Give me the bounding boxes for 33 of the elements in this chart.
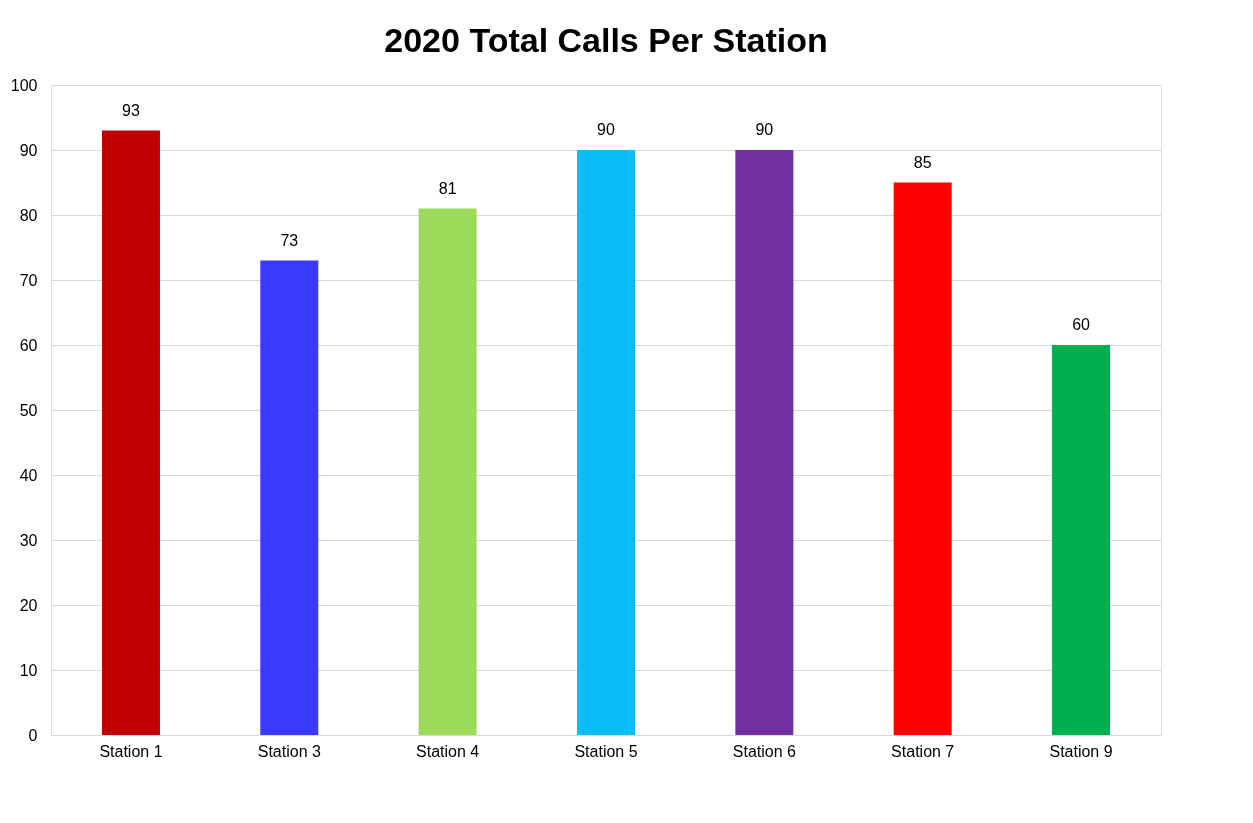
bar <box>101 130 160 735</box>
y-tick-label: 50 <box>19 401 38 419</box>
data-label: 93 <box>122 101 140 119</box>
chart-title: 2020 Total Calls Per Station <box>384 21 828 59</box>
y-tick-label: 30 <box>19 531 38 549</box>
bar <box>577 150 635 735</box>
y-tick-label: 100 <box>10 76 38 94</box>
x-tick-label: Station 1 <box>99 742 163 760</box>
bar <box>418 208 477 735</box>
x-tick-label: Station 5 <box>574 742 638 760</box>
x-tick-label: Station 9 <box>1049 742 1113 760</box>
data-label: 90 <box>755 121 774 138</box>
bar <box>1052 345 1111 735</box>
data-label: 85 <box>913 153 932 171</box>
y-tick-label: 20 <box>19 596 38 614</box>
y-tick-label: 60 <box>19 336 38 354</box>
y-tick-label: 80 <box>19 206 38 224</box>
y-tick-label: 0 <box>28 726 38 744</box>
data-label: 60 <box>1072 316 1091 333</box>
bar <box>893 182 952 735</box>
y-tick-label: 90 <box>19 141 38 159</box>
x-tick-label: Station 4 <box>416 742 480 760</box>
data-label: 73 <box>280 231 299 249</box>
x-tick-label: Station 7 <box>891 742 955 760</box>
y-tick-label: 10 <box>19 661 38 679</box>
x-tick-label: Station 6 <box>732 742 797 760</box>
bar <box>260 260 319 735</box>
data-label: 81 <box>438 179 457 197</box>
data-label: 90 <box>597 121 615 138</box>
y-tick-label: 40 <box>19 466 38 484</box>
y-tick-label: 70 <box>19 271 38 289</box>
bar <box>735 150 794 735</box>
x-tick-label: Station 3 <box>257 742 321 760</box>
